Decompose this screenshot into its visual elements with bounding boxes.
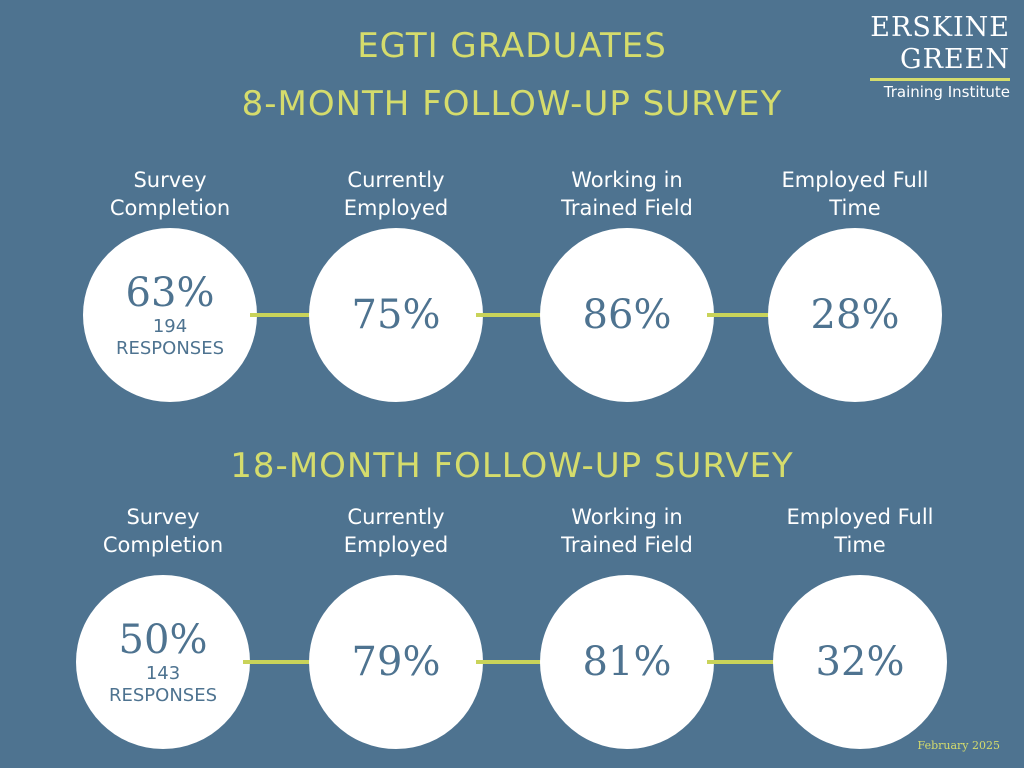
section-title: 18-MONTH FOLLOW-UP SURVEY <box>230 446 794 486</box>
connector <box>476 313 547 317</box>
stat-circle: 28% <box>768 228 942 402</box>
stat-label: Working in Trained Field <box>561 505 693 557</box>
connector <box>707 660 780 664</box>
stat-label: Employed Full Time <box>781 168 929 220</box>
stat-value: 63% <box>125 270 215 316</box>
stat-value: 86% <box>582 292 672 338</box>
connector <box>250 313 316 317</box>
stat-label: Working in Trained Field <box>561 168 693 220</box>
stat-circle: 79% <box>309 575 483 749</box>
stat-value: 79% <box>351 639 441 685</box>
stat-value: 32% <box>815 639 905 685</box>
response-count: 194 <box>152 316 188 337</box>
connector <box>243 660 316 664</box>
stat-circle: 32% <box>773 575 947 749</box>
section-title: 8-MONTH FOLLOW-UP SURVEY <box>241 84 783 124</box>
stat-label: Survey Completion <box>109 168 231 220</box>
stat-value: 81% <box>582 639 672 685</box>
stat-label: Currently Employed <box>343 505 449 557</box>
stat-circle: 81% <box>540 575 714 749</box>
response-unit: RESPONSES <box>108 685 218 706</box>
stat-value: 75% <box>351 292 441 338</box>
logo: ERSKINE GREEN Training Institute <box>870 12 1010 101</box>
page-title: EGTI GRADUATES <box>357 26 667 66</box>
response-unit: RESPONSES <box>115 338 225 359</box>
stat-label: Currently Employed <box>343 168 449 220</box>
connector <box>707 313 775 317</box>
logo-tagline: Training Institute <box>870 78 1010 101</box>
stat-label: Survey Completion <box>102 505 224 557</box>
stat-circle: 75% <box>309 228 483 402</box>
stat-circle: 86% <box>540 228 714 402</box>
date: February 2025 <box>917 739 1000 752</box>
stat-circle: 63% 194 RESPONSES <box>83 228 257 402</box>
stat-value: 28% <box>810 292 900 338</box>
response-count: 143 <box>145 663 181 684</box>
stat-circle: 50% 143 RESPONSES <box>76 575 250 749</box>
logo-line: GREEN <box>900 44 1010 75</box>
logo-line: ERSKINE <box>870 12 1010 43</box>
stat-label: Employed Full Time <box>786 505 934 557</box>
stat-value: 50% <box>118 617 208 663</box>
connector <box>476 660 547 664</box>
